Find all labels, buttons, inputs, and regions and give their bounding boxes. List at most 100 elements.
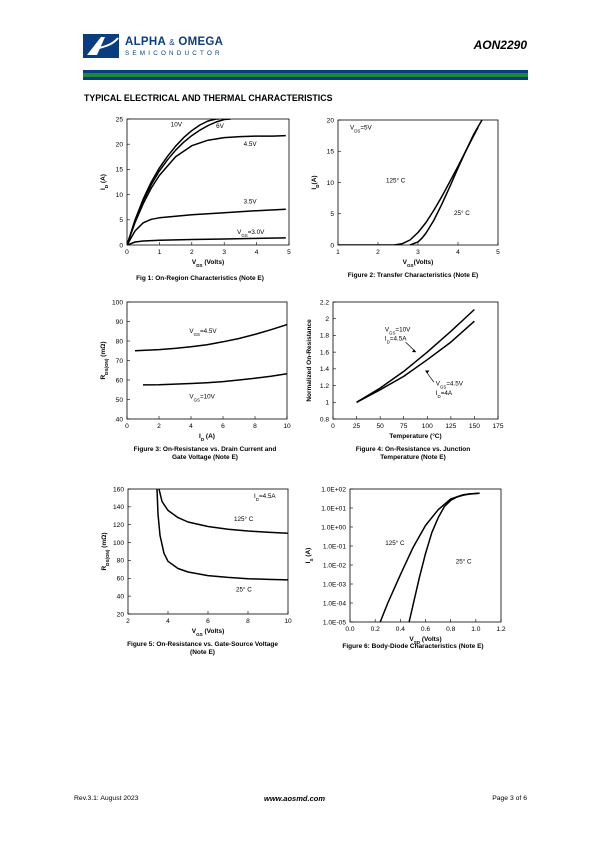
fig5-x-tick-label: 2 [126, 618, 130, 625]
fig6-x-tick-label: 0.4 [396, 626, 405, 633]
fig3-y-tick-label: 70 [116, 358, 124, 365]
fig2-series-line [338, 127, 479, 245]
fig4-arrowhead-10v [411, 349, 416, 353]
fig2-y-tick-label: 20 [327, 117, 335, 124]
fig4-annotation: VGS=10V [385, 326, 411, 335]
fig6-x-axis-title: VSD (Volts) [409, 636, 441, 645]
fig5-y-tick-label: 20 [117, 611, 125, 618]
fig2-x-tick-label: 2 [376, 249, 380, 256]
fig4-y-tick-label: 0.8 [320, 416, 329, 423]
fig5-y-tick-label: 40 [117, 593, 125, 600]
footer-page: Page 3 of 6 [492, 795, 527, 802]
fig6-x-tick-label: 0.0 [345, 626, 354, 633]
fig4-annotation: ID=4.5A [385, 335, 407, 344]
header-bar-mid [83, 73, 528, 77]
fig2-annotation: 25° C [454, 209, 470, 217]
logo-mark-icon [83, 34, 119, 58]
fig1-annotation: 6V [216, 123, 225, 130]
part-number: AON2290 [473, 38, 527, 52]
caption-fig5-line2: (Note E) [190, 649, 215, 656]
fig4-x-tick-label: 100 [422, 423, 433, 430]
fig1-x-axis-title: VDS (Volts) [192, 259, 224, 268]
caption-fig3-line1: Figure 3: On-Resistance vs. Drain Curren… [133, 446, 277, 453]
fig5-series-line [158, 489, 288, 534]
fig1-x-tick-label: 1 [158, 249, 162, 256]
caption-fig4-line1: Figure 4: On-Resistance vs. Junction [355, 446, 471, 453]
fig1-x-tick-label: 2 [190, 249, 194, 256]
fig1-series-line [127, 119, 231, 245]
fig1-x-tick-label: 4 [255, 249, 259, 256]
fig1-annotation: 10V [171, 122, 183, 129]
fig4-x-tick-label: 75 [400, 423, 408, 430]
company-name-omega: OMEGA [178, 36, 224, 48]
fig1-series-line [127, 208, 286, 245]
fig1-y-tick-label: 5 [119, 217, 123, 224]
fig3-y-tick-label: 60 [116, 377, 124, 384]
fig3-x-tick-label: 0 [125, 423, 129, 430]
fig4-y-tick-label: 1.2 [320, 383, 329, 390]
fig1-x-tick-label: 3 [222, 249, 226, 256]
fig2-y-axis-title: ID(A) [311, 175, 320, 189]
fig3-series-line [142, 373, 287, 386]
fig1-plot-frame [126, 118, 290, 246]
fig3-y-tick-label: 90 [116, 319, 124, 326]
fig3-series-line [134, 323, 287, 352]
fig3-x-tick-label: 4 [189, 423, 193, 430]
fig1-y-tick-label: 25 [116, 116, 124, 123]
fig6-y-tick-label: 1.0E-05 [323, 619, 346, 626]
fig2-plot-frame [337, 119, 499, 246]
fig2-y-tick-label: 10 [327, 180, 335, 187]
fig4-y-tick-label: 1.8 [320, 333, 329, 340]
section-title: TYPICAL ELECTRICAL AND THERMAL CHARACTER… [84, 93, 333, 103]
fig1-y-axis-title: ID (A) [100, 174, 109, 190]
caption-fig5: Figure 5: On-Resistance vs. Gate-Source … [95, 641, 310, 657]
fig6-x-tick-label: 1.2 [496, 626, 505, 633]
fig6-annotation: 125° C [385, 539, 405, 547]
header-bar-bottom [83, 77, 528, 80]
fig6-x-tick-label: 0.8 [446, 626, 455, 633]
company-name-amp: & [169, 38, 175, 47]
fig1-y-tick-label: 10 [116, 192, 124, 199]
fig4-annotation: ID=4A [436, 390, 453, 399]
chart-fig2: 1 2 3 4 5 0 5 10 15 20 VGS(Volts) ID(A) VDS=5V 125° C… [300, 110, 515, 285]
fig3-x-tick-label: 10 [283, 423, 291, 430]
fig5-x-tick-label: 6 [206, 618, 210, 625]
fig5-y-axis-title: RDS(ON) (mΩ) [101, 532, 110, 570]
company-logo [83, 34, 123, 58]
fig5-y-tick-label: 120 [113, 522, 124, 529]
chart-fig4: 0 25 50 75 100 125 150 175 0.8 1 1.2 1.4 1.6 1.8 2 2.2 T… [300, 293, 515, 468]
fig3-svg: 0 2 4 6 8 10 40 50 60 70 80 90 100 ID (A) RDS(ON) (mΩ)… [100, 299, 291, 441]
fig4-x-tick-label: 125 [445, 423, 456, 430]
fig5-series-line [156, 489, 288, 581]
fig3-y-tick-label: 50 [116, 397, 124, 404]
fig5-x-tick-label: 10 [284, 618, 292, 625]
fig5-y-tick-label: 160 [113, 486, 124, 493]
footer-url[interactable]: www.aosmd.com [264, 794, 325, 803]
caption-fig3-line2: Gate Voltage (Note E) [172, 454, 238, 461]
fig2-x-tick-label: 4 [456, 249, 460, 256]
fig4-plot-frame [332, 301, 499, 420]
fig4-x-tick-label: 150 [469, 423, 480, 430]
caption-fig4-line2: Temperature (Note E) [380, 454, 446, 461]
chart-fig1: 0 1 2 3 4 5 0 5 10 15 20 25 VDS (Volts) ID (A) 10V 6V 4.… [90, 110, 305, 285]
fig5-y-tick-label: 60 [117, 576, 125, 583]
fig4-y-tick-label: 2 [325, 316, 329, 323]
fig4-x-tick-label: 0 [331, 423, 335, 430]
fig2-annotation: 125° C [386, 177, 406, 185]
fig6-y-tick-label: 1.0E-02 [323, 562, 346, 569]
fig6-svg: 0.0 0.2 0.4 0.6 0.8 1.0 1.2 1.0E-05 1.0E-04 1.0E-… [305, 486, 506, 645]
fig2-x-tick-label: 3 [416, 249, 420, 256]
fig2-svg: 1 2 3 4 5 0 5 10 15 20 VGS(Volts) ID(A) VDS=5V 125° C… [311, 117, 500, 268]
header-bar-top [83, 70, 528, 73]
fig6-y-tick-label: 1.0E-01 [323, 543, 346, 550]
fig3-y-axis-title: RDS(ON) (mΩ) [100, 341, 109, 379]
fig4-series-line [356, 320, 475, 403]
fig6-x-tick-label: 1.0 [471, 626, 480, 633]
fig2-x-axis-title: VGS(Volts) [403, 259, 434, 268]
chart-fig6: 0.0 0.2 0.4 0.6 0.8 1.0 1.2 1.0E-05 1.0E-04 1.0E-… [300, 480, 515, 665]
fig2-annotation: VDS=5V [350, 124, 373, 133]
company-name: ALPHA & OMEGA [125, 36, 223, 48]
fig2-x-tick-label: 1 [336, 249, 340, 256]
fig1-annotation: VGS=3.0V [237, 229, 265, 238]
fig1-y-tick-label: 0 [119, 242, 123, 249]
